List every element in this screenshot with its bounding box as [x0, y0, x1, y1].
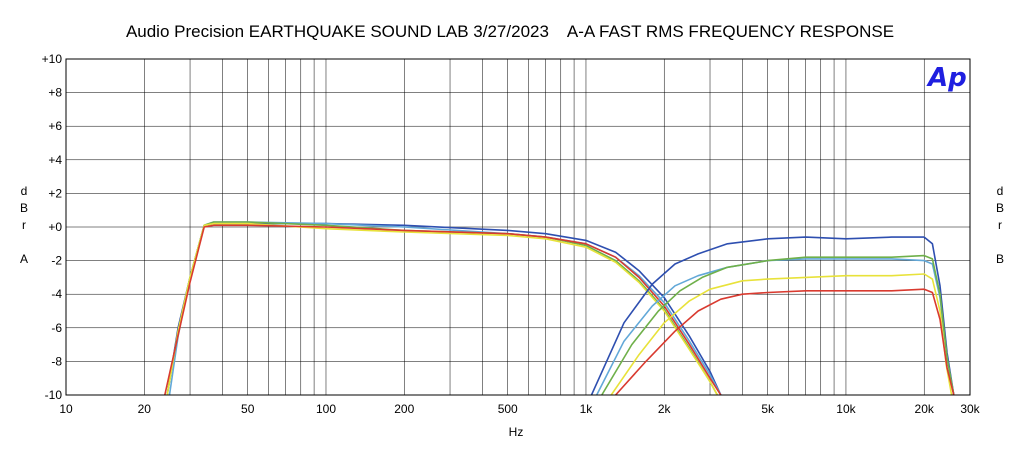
series-line [590, 236, 955, 395]
x-tick-label: 5k [761, 402, 775, 416]
y-tick-label: -2 [51, 254, 62, 268]
y-tick-label: -4 [51, 287, 62, 301]
x-tick-labels: 10 20 50 100 200 500 1k 2k 5k 10k 20k 30k [59, 402, 980, 416]
x-axis-label: Hz [509, 425, 524, 439]
y-axis-label-left: dBr A [20, 184, 28, 266]
x-tick-label: 200 [394, 402, 414, 416]
x-tick-label: 100 [316, 402, 336, 416]
y-tick-label: +0 [48, 220, 62, 234]
y-tick-label: +10 [42, 52, 63, 66]
x-tick-label: 20 [138, 402, 152, 416]
series-line [615, 288, 955, 395]
y-tick-label: -6 [51, 321, 62, 335]
y-axis-label-char: r [22, 218, 26, 232]
series-group [164, 221, 955, 395]
y-tick-labels: +10 +8 +6 +4 +2 +0 -2 -4 -6 -8 -10 [42, 52, 63, 402]
y-axis-label-char: d [21, 184, 28, 198]
x-tick-label: 2k [658, 402, 672, 416]
y-axis-label-char: d [997, 184, 1004, 198]
y-axis-label-char: B [996, 252, 1004, 266]
x-tick-label: 50 [241, 402, 255, 416]
y-axis-label-char: B [996, 201, 1004, 215]
series-line [164, 224, 722, 395]
y-tick-label: -8 [51, 354, 62, 368]
x-tick-label: 500 [498, 402, 518, 416]
series-line [595, 258, 955, 395]
series-line [610, 273, 953, 395]
x-tick-label: 20k [915, 402, 935, 416]
x-tick-label: 1k [580, 402, 594, 416]
y-tick-label: +2 [48, 186, 62, 200]
chart-title: Audio Precision EARTHQUAKE SOUND LAB 3/2… [126, 22, 894, 41]
series-line [601, 254, 955, 395]
x-tick-label: 10 [59, 402, 73, 416]
ap-logo: Ap [926, 63, 967, 93]
y-axis-label-char: B [20, 201, 28, 215]
grid [66, 58, 970, 396]
y-tick-label: +6 [48, 119, 62, 133]
x-tick-label: 30k [960, 402, 980, 416]
x-tick-label: 10k [836, 402, 856, 416]
y-axis-label-char: A [20, 252, 28, 266]
y-axis-label-char: r [998, 218, 1002, 232]
y-tick-label: +8 [48, 86, 62, 100]
y-tick-label: +4 [48, 153, 62, 167]
y-tick-label: -10 [45, 388, 63, 402]
plot-frame [65, 58, 971, 396]
